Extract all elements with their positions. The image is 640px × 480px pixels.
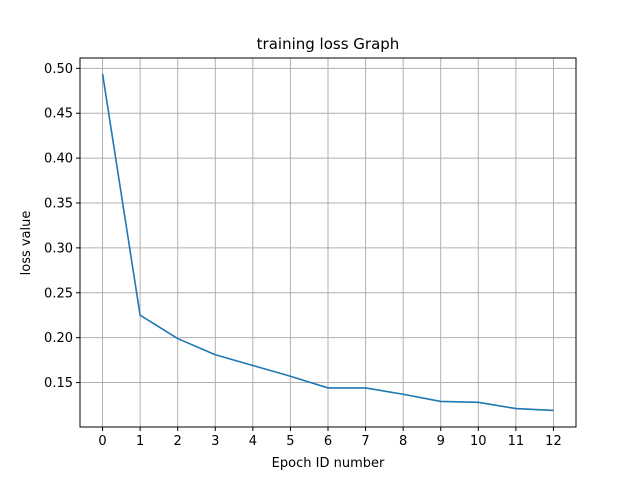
x-tick-label: 10 xyxy=(470,434,487,449)
x-axis-label: Epoch ID number xyxy=(272,456,385,471)
y-tick-label: 0.25 xyxy=(44,286,73,301)
y-tick-label: 0.20 xyxy=(44,331,73,346)
x-tick-label: 3 xyxy=(211,434,219,449)
x-tick-label: 8 xyxy=(399,434,407,449)
x-tick-label: 0 xyxy=(98,434,106,449)
x-tick-label: 7 xyxy=(361,434,369,449)
x-tick-label: 5 xyxy=(286,434,294,449)
x-tick-label: 11 xyxy=(508,434,525,449)
y-axis-ticks: 0.15 0.20 0.25 0.30 0.35 0.40 0.45 0.50 xyxy=(44,62,80,391)
grid xyxy=(80,58,576,427)
x-tick-label: 1 xyxy=(136,434,144,449)
x-tick-label: 12 xyxy=(545,434,562,449)
x-axis-ticks: 0 1 2 3 4 5 6 7 8 9 10 11 12 xyxy=(98,427,562,449)
y-tick-label: 0.50 xyxy=(44,62,73,77)
y-tick-label: 0.35 xyxy=(44,196,73,211)
y-axis-label: loss value xyxy=(19,211,34,276)
chart-title: training loss Graph xyxy=(257,35,400,53)
x-tick-label: 4 xyxy=(249,434,257,449)
y-tick-label: 0.45 xyxy=(44,107,73,122)
loss-series-line xyxy=(101,73,554,412)
y-tick-label: 0.15 xyxy=(44,376,73,391)
x-tick-label: 9 xyxy=(437,434,445,449)
x-tick-label: 2 xyxy=(174,434,182,449)
y-tick-label: 0.30 xyxy=(44,241,73,256)
x-tick-label: 6 xyxy=(324,434,332,449)
y-tick-label: 0.40 xyxy=(44,152,73,167)
